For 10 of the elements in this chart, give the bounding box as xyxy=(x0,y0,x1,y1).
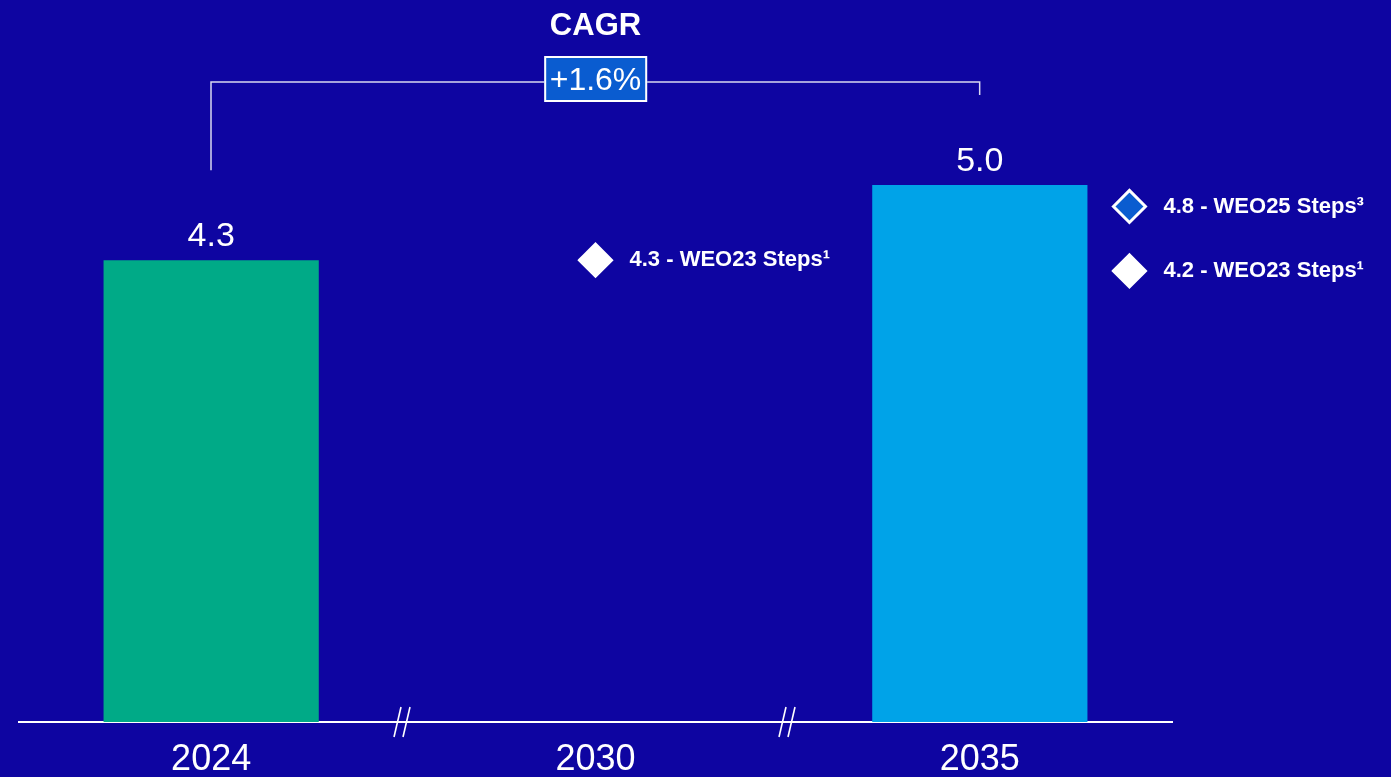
data-label: 4.2 - WEO23 Steps¹ xyxy=(1163,256,1364,282)
x-tick-label: 2024 xyxy=(171,736,252,777)
data-label: 4.3 - WEO23 Steps¹ xyxy=(629,246,831,272)
text: CAGR xyxy=(549,6,642,42)
x-tick-label: 2030 xyxy=(555,736,636,777)
data-label: 4.8 - WEO25 Steps³ xyxy=(1163,192,1364,218)
x-tick-label: 2035 xyxy=(939,736,1020,777)
data-label: 5.0 xyxy=(956,140,1004,178)
text: +1.6% xyxy=(543,56,648,102)
data-label: 4.3 xyxy=(187,215,235,254)
